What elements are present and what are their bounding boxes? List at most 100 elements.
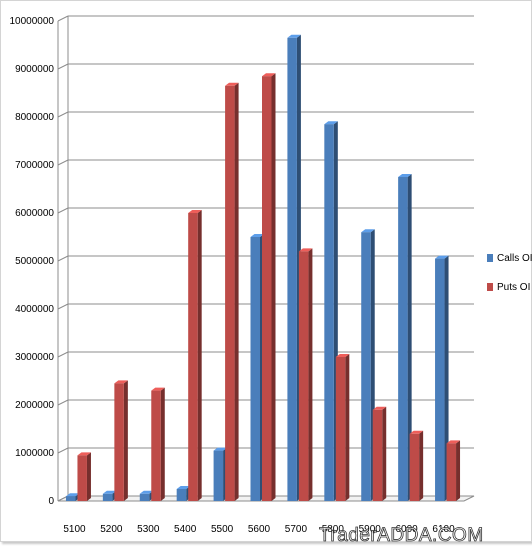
y-tick-label: 6000000 (15, 208, 54, 219)
x-tick-label: 5300 (137, 524, 160, 535)
bar-top (213, 447, 228, 451)
bar-top (225, 82, 239, 86)
bar-puts-oi (151, 390, 161, 501)
bar-top (114, 380, 128, 384)
bar-puts-oi (262, 76, 272, 501)
y-tick-label: 0 (48, 496, 54, 507)
y-tick-label: 9000000 (15, 64, 54, 75)
gridline-side (57, 159, 69, 166)
gridline-side (57, 255, 69, 262)
bar-side (160, 387, 165, 501)
bar-puts-oi (372, 409, 383, 501)
y-tick-labels: 0 1000000 2000000 3000000 4000000 5000000 6000… (10, 16, 55, 507)
bar-top (298, 248, 313, 252)
bar-top (250, 234, 264, 237)
bar-puts-oi (77, 455, 87, 501)
y-tick-label: 7000000 (15, 160, 54, 171)
legend-swatch (487, 283, 493, 291)
gridline-side (57, 399, 69, 406)
x-tick-label: 5100 (63, 524, 86, 535)
bar-puts-oi (335, 357, 346, 501)
x-tick-label: 6100 (432, 524, 455, 535)
bar-calls-oi (65, 496, 76, 501)
gridline-side (57, 15, 69, 22)
x-tick-label: 5600 (248, 524, 271, 535)
bar-top (324, 121, 338, 125)
x-tick-label: 5800 (322, 524, 345, 535)
bar-side (308, 248, 313, 501)
bar-calls-oi (102, 493, 113, 501)
bar-puts-oi (409, 433, 420, 501)
x-tick-label: 5400 (174, 524, 197, 535)
bar-side (345, 354, 350, 501)
bar-top (435, 255, 449, 259)
bar-puts-oi (188, 213, 198, 501)
x-tick-label: 5200 (100, 524, 123, 535)
bar-top (398, 174, 412, 177)
bar-top (372, 406, 387, 410)
y-tick-label: 8000000 (15, 112, 54, 123)
bar-side (419, 430, 424, 501)
bar-top (262, 73, 276, 77)
legend-label: Calls OI (497, 253, 532, 264)
bar-puts-oi (298, 251, 309, 501)
x-tick-label: 5900 (359, 524, 382, 535)
gridline-side (57, 63, 69, 70)
bar-calls-oi (361, 232, 371, 501)
bar-calls-oi (398, 177, 408, 501)
bar-top (446, 440, 461, 444)
bar-side (123, 380, 128, 501)
bar-top (151, 387, 165, 391)
bar-calls-oi (287, 37, 297, 502)
bar-puts-oi (114, 383, 124, 501)
gridline-side (57, 303, 69, 310)
y-tick-label: 5000000 (15, 256, 54, 267)
y-tick-label: 2000000 (15, 400, 54, 411)
x-tick-label: 5700 (285, 524, 308, 535)
y-tick-label: 4000000 (15, 304, 54, 315)
bar-calls-oi (176, 489, 187, 501)
bar-side (271, 73, 276, 501)
bar-top (176, 486, 191, 489)
legend: Calls OI Puts OI (487, 253, 532, 293)
gridline-side (57, 207, 69, 214)
y-tick-label: 10000000 (10, 16, 55, 27)
bar-top (65, 493, 80, 497)
y-tick-label: 3000000 (15, 352, 54, 363)
bar-calls-oi (435, 258, 445, 501)
x-tick-label: 6000 (396, 524, 419, 535)
bar-top (188, 210, 202, 213)
bar-top (287, 34, 301, 38)
bar-puts-oi (225, 85, 235, 502)
bar-calls-oi (250, 237, 260, 501)
bar-top (139, 490, 154, 494)
bar-side (456, 440, 461, 501)
bar-top (361, 229, 375, 233)
bar-side (197, 210, 202, 501)
gridline-side (57, 111, 69, 118)
bar-side (407, 174, 412, 501)
y-tick-label: 1000000 (15, 448, 54, 459)
bars (65, 34, 461, 502)
bar-top (409, 430, 424, 434)
bar-puts-oi (446, 443, 457, 501)
x-tick-label: 5500 (211, 524, 234, 535)
bar-side (234, 82, 239, 502)
watermark: TraderADDA.COM (319, 525, 484, 546)
bar-side (444, 255, 449, 501)
bar-calls-oi (139, 493, 150, 501)
bar-side (382, 406, 387, 501)
bar-top (335, 354, 350, 357)
bar-top (77, 452, 91, 456)
bar-side (86, 452, 91, 501)
gridline-side (57, 447, 69, 454)
bar-calls-oi (324, 124, 334, 501)
legend-label: Puts OI (497, 282, 530, 293)
legend-swatch (487, 254, 493, 262)
bar-top (102, 490, 117, 494)
bar-calls-oi (213, 450, 224, 501)
x-tick-labels: 5100 5200 5300 5400 5500 5600 5700 5800 5900 6000… (63, 524, 455, 535)
gridline-side (57, 351, 69, 358)
